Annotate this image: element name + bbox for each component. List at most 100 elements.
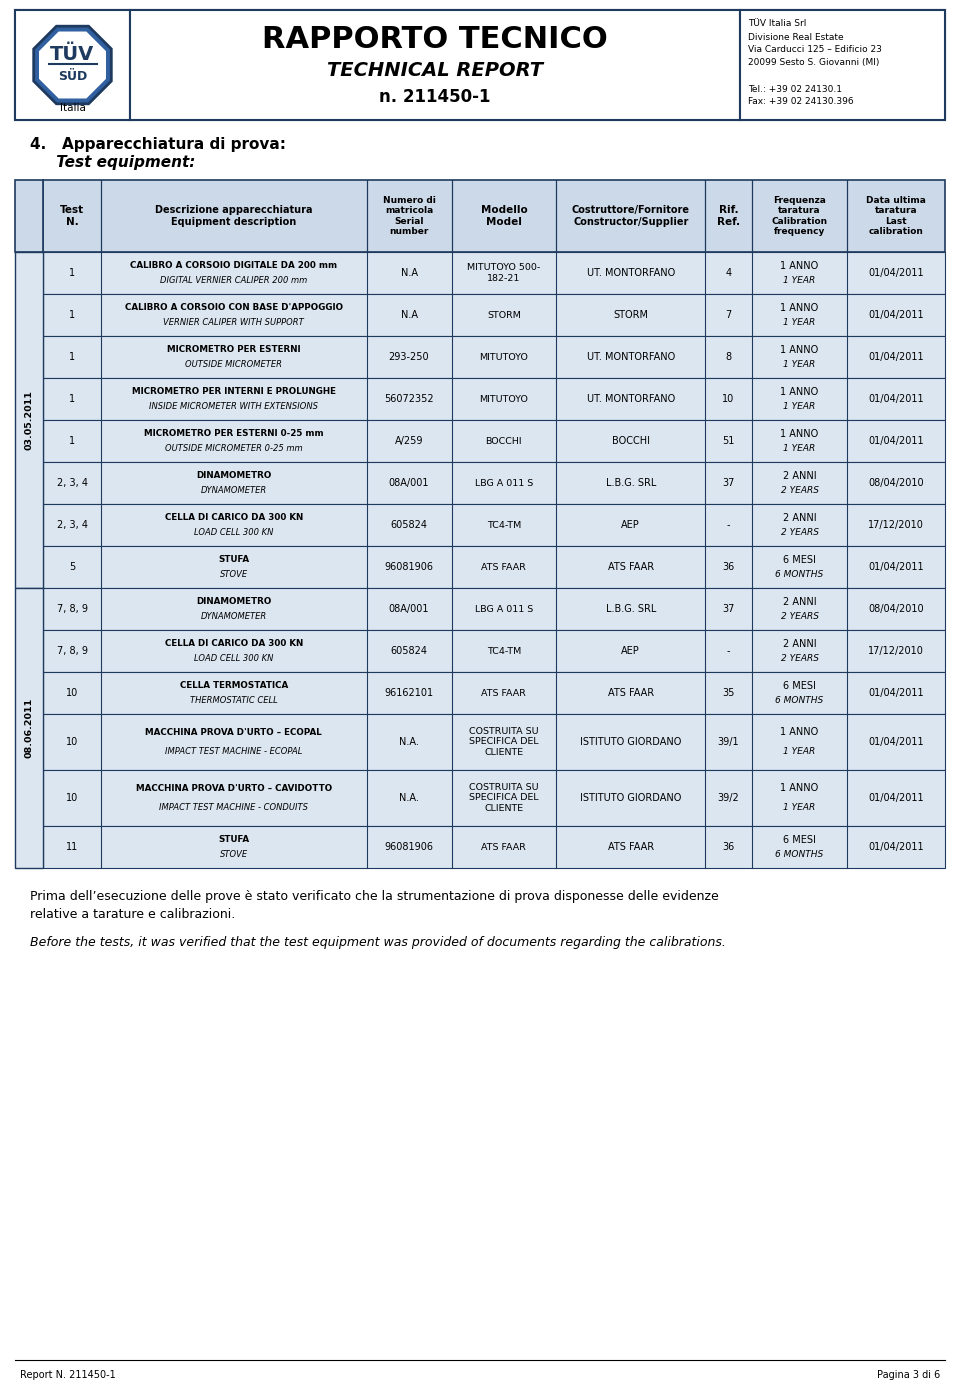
Text: STORM: STORM (613, 310, 648, 319)
Polygon shape (38, 31, 107, 99)
Text: AEP: AEP (621, 519, 640, 531)
Text: DINAMOMETRO: DINAMOMETRO (196, 597, 272, 607)
Text: Pagina 3 di 6: Pagina 3 di 6 (876, 1370, 940, 1381)
Text: 2, 3, 4: 2, 3, 4 (57, 478, 87, 488)
Text: 1 YEAR: 1 YEAR (783, 318, 816, 326)
Text: Costruttore/Fornitore
Constructor/Supplier: Costruttore/Fornitore Constructor/Suppli… (572, 206, 689, 226)
Text: 1 ANNO: 1 ANNO (780, 429, 819, 439)
Bar (15, 588, 43, 868)
Text: LBG A 011 S: LBG A 011 S (475, 604, 533, 614)
Text: CELLA TERMOSTATICA: CELLA TERMOSTATICA (180, 682, 288, 690)
Text: 1: 1 (69, 394, 75, 404)
Text: 2 ANNI: 2 ANNI (782, 471, 816, 481)
Bar (43, 588, 945, 631)
Text: THERMOSTATIC CELL: THERMOSTATIC CELL (190, 696, 277, 704)
Text: N.A.: N.A. (399, 738, 419, 747)
Text: BOCCHI: BOCCHI (612, 436, 650, 446)
Text: 1 ANNO: 1 ANNO (780, 261, 819, 271)
Text: 10: 10 (66, 688, 78, 699)
Text: 01/04/2011: 01/04/2011 (868, 738, 924, 747)
Text: STOVE: STOVE (220, 569, 248, 579)
Text: LBG A 011 S: LBG A 011 S (475, 478, 533, 488)
Text: DINAMOMETRO: DINAMOMETRO (196, 471, 272, 481)
Text: 17/12/2010: 17/12/2010 (868, 646, 924, 656)
Text: Data ultima
taratura
Last
calibration: Data ultima taratura Last calibration (866, 196, 926, 236)
Polygon shape (34, 26, 111, 104)
Text: TC4-TM: TC4-TM (487, 521, 521, 529)
Text: 605824: 605824 (391, 519, 427, 531)
Text: 6 MONTHS: 6 MONTHS (776, 850, 824, 858)
Text: 08.06.2011: 08.06.2011 (25, 697, 34, 758)
Text: 2 ANNI: 2 ANNI (782, 597, 816, 607)
Bar (43, 504, 945, 546)
Text: 605824: 605824 (391, 646, 427, 656)
Text: Numero di
matricola
Serial
number: Numero di matricola Serial number (383, 196, 436, 236)
Bar (15, 181, 43, 251)
Text: 6 MONTHS: 6 MONTHS (776, 569, 824, 579)
Bar (43, 770, 945, 826)
Text: 08/04/2010: 08/04/2010 (868, 604, 924, 614)
Text: Modello
Model: Modello Model (481, 206, 527, 226)
Text: ATS FAAR: ATS FAAR (608, 563, 654, 572)
Text: VERNIER CALIPER WITH SUPPORT: VERNIER CALIPER WITH SUPPORT (163, 318, 304, 326)
Text: TC4-TM: TC4-TM (487, 646, 521, 656)
Text: MITUTOYO 500-
182-21: MITUTOYO 500- 182-21 (468, 264, 540, 283)
Text: TÜV Italia Srl: TÜV Italia Srl (748, 19, 806, 29)
Text: 01/04/2011: 01/04/2011 (868, 310, 924, 319)
Text: CELLA DI CARICO DA 300 KN: CELLA DI CARICO DA 300 KN (165, 514, 303, 522)
Text: A/259: A/259 (395, 436, 423, 446)
Text: n. 211450-1: n. 211450-1 (379, 88, 491, 106)
Text: Rif.
Ref.: Rif. Ref. (717, 206, 740, 226)
Text: N.A: N.A (400, 268, 418, 278)
Bar (43, 419, 945, 463)
Text: 01/04/2011: 01/04/2011 (868, 793, 924, 803)
Bar (43, 546, 945, 588)
Text: 6 MESI: 6 MESI (783, 835, 816, 845)
Text: 2, 3, 4: 2, 3, 4 (57, 519, 87, 531)
Text: LOAD CELL 300 KN: LOAD CELL 300 KN (194, 528, 274, 536)
Text: IMPACT TEST MACHINE - ECOPAL: IMPACT TEST MACHINE - ECOPAL (165, 747, 302, 756)
Bar (43, 672, 945, 714)
Text: 6 MONTHS: 6 MONTHS (776, 696, 824, 704)
Text: Divisione Real Estate: Divisione Real Estate (748, 32, 844, 42)
Text: 01/04/2011: 01/04/2011 (868, 842, 924, 851)
Text: ATS FAAR: ATS FAAR (482, 563, 526, 571)
Text: COSTRUITA SU
SPECIFICA DEL
CLIENTE: COSTRUITA SU SPECIFICA DEL CLIENTE (469, 783, 539, 813)
Text: MICROMETRO PER ESTERNI 0-25 mm: MICROMETRO PER ESTERNI 0-25 mm (144, 429, 324, 439)
Bar (15, 10, 945, 119)
Text: Test equipment:: Test equipment: (30, 156, 196, 171)
Text: COSTRUITA SU
SPECIFICA DEL
CLIENTE: COSTRUITA SU SPECIFICA DEL CLIENTE (469, 726, 539, 757)
Text: 01/04/2011: 01/04/2011 (868, 688, 924, 699)
Text: UT. MONTORFANO: UT. MONTORFANO (587, 394, 675, 404)
Text: ATS FAAR: ATS FAAR (608, 688, 654, 699)
Bar (43, 631, 945, 672)
Text: CALIBRO A CORSOIO DIGITALE DA 200 mm: CALIBRO A CORSOIO DIGITALE DA 200 mm (131, 261, 337, 271)
Text: STORM: STORM (487, 311, 521, 319)
Text: INSIDE MICROMETER WITH EXTENSIONS: INSIDE MICROMETER WITH EXTENSIONS (150, 401, 319, 411)
Text: LOAD CELL 300 KN: LOAD CELL 300 KN (194, 654, 274, 663)
Text: L.B.G. SRL: L.B.G. SRL (606, 604, 656, 614)
Text: 10: 10 (66, 738, 78, 747)
Text: DYNAMOMETER: DYNAMOMETER (201, 486, 267, 494)
Text: 1 ANNO: 1 ANNO (780, 303, 819, 313)
Text: 1: 1 (69, 351, 75, 363)
Text: CALIBRO A CORSOIO CON BASE D'APPOGGIO: CALIBRO A CORSOIO CON BASE D'APPOGGIO (125, 303, 343, 313)
Text: 96081906: 96081906 (385, 842, 434, 851)
Text: MICROMETRO PER INTERNI E PROLUNGHE: MICROMETRO PER INTERNI E PROLUNGHE (132, 388, 336, 396)
Text: 7, 8, 9: 7, 8, 9 (57, 604, 87, 614)
Text: 01/04/2011: 01/04/2011 (868, 351, 924, 363)
Text: -: - (727, 646, 731, 656)
Text: CELLA DI CARICO DA 300 KN: CELLA DI CARICO DA 300 KN (165, 639, 303, 649)
Text: IMPACT TEST MACHINE - CONDUITS: IMPACT TEST MACHINE - CONDUITS (159, 803, 308, 813)
Text: ATS FAAR: ATS FAAR (482, 689, 526, 697)
Text: L.B.G. SRL: L.B.G. SRL (606, 478, 656, 488)
Text: UT. MONTORFANO: UT. MONTORFANO (587, 351, 675, 363)
Text: ATS FAAR: ATS FAAR (482, 843, 526, 851)
Text: 08/04/2010: 08/04/2010 (868, 478, 924, 488)
Text: 2 ANNI: 2 ANNI (782, 513, 816, 522)
Text: UT. MONTORFANO: UT. MONTORFANO (587, 268, 675, 278)
Text: TECHNICAL REPORT: TECHNICAL REPORT (327, 61, 543, 79)
Bar (130, 10, 740, 119)
Bar (43, 294, 945, 336)
Bar (43, 181, 945, 251)
